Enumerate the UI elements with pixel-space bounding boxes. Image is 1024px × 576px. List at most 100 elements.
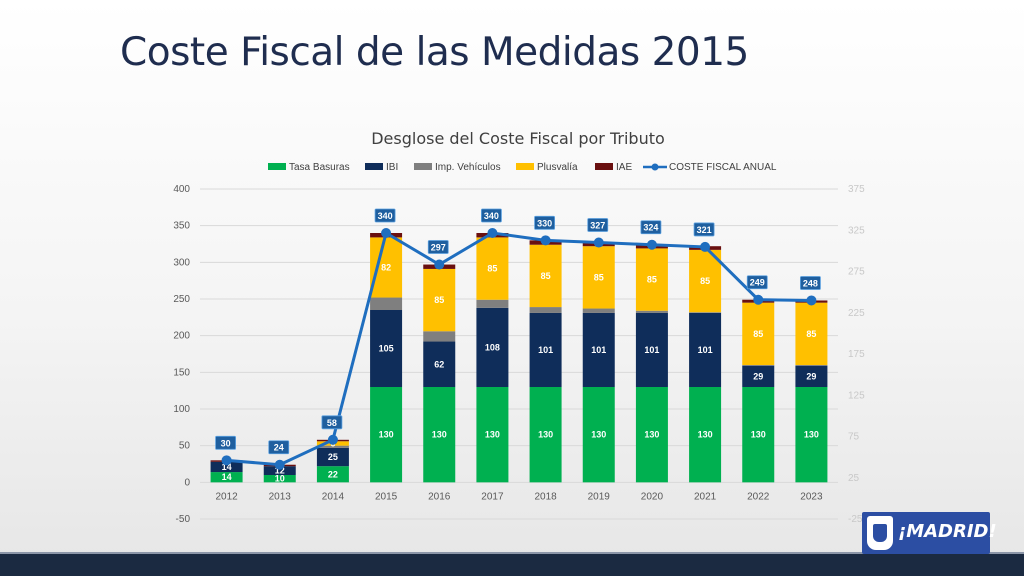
bar-segment bbox=[742, 365, 775, 366]
total-label-box bbox=[587, 218, 609, 232]
madrid-logo: ¡MADRID! bbox=[862, 512, 997, 554]
x-tick-label: 2015 bbox=[375, 491, 398, 502]
bar-segment bbox=[742, 387, 775, 483]
bar-value-label: 130 bbox=[591, 430, 606, 440]
total-point bbox=[434, 259, 445, 270]
bar-value-label: 10 bbox=[275, 474, 285, 484]
legend-swatch bbox=[365, 163, 383, 170]
y-tick-label: -50 bbox=[176, 514, 191, 525]
bar-segment bbox=[582, 246, 615, 309]
x-tick-label: 2013 bbox=[269, 491, 292, 502]
total-label-box bbox=[640, 220, 662, 235]
bar-value-label: 101 bbox=[538, 345, 553, 355]
bar-segment bbox=[370, 237, 403, 298]
gridlines bbox=[200, 188, 838, 520]
total-value-label: 248 bbox=[803, 278, 818, 288]
total-point bbox=[593, 237, 604, 248]
total-point bbox=[753, 294, 764, 305]
bar-segment bbox=[582, 308, 615, 313]
bar-segment bbox=[370, 297, 403, 310]
y2-tick-label: 325 bbox=[848, 225, 865, 236]
legend-swatch bbox=[516, 163, 534, 170]
bar-segment bbox=[529, 307, 562, 313]
total-value-label: 340 bbox=[484, 211, 499, 221]
y2-tick-label: 225 bbox=[848, 308, 865, 319]
bar-value-label: 85 bbox=[700, 276, 710, 286]
y-axis-right: -25 25 75 125 175 225 275 325 375 bbox=[848, 184, 865, 525]
total-value-label: 30 bbox=[221, 438, 231, 448]
bar-segment bbox=[316, 445, 349, 448]
bar-segment bbox=[263, 466, 296, 475]
footer-bar bbox=[0, 554, 1024, 576]
total-point bbox=[806, 295, 817, 306]
chart-title: Desglose del Coste Fiscal por Tributo bbox=[371, 129, 665, 148]
footer-stripe bbox=[0, 552, 1024, 554]
bar-segment bbox=[689, 249, 722, 313]
y2-tick-label: 25 bbox=[848, 473, 860, 484]
bar-segment bbox=[529, 387, 562, 483]
logo-text: ¡MADRID! bbox=[898, 521, 997, 542]
coste-fiscal-line: 30 24 58 340 297 340 330 327 324 321 249 248 bbox=[215, 208, 821, 470]
total-label-box bbox=[215, 435, 236, 450]
total-value-label: 340 bbox=[378, 211, 393, 221]
bar-segment bbox=[370, 387, 403, 483]
bar-segment bbox=[370, 310, 403, 387]
total-line bbox=[226, 230, 812, 467]
y-tick-label: 50 bbox=[179, 441, 191, 452]
legend-label: COSTE FISCAL ANUAL bbox=[669, 162, 777, 173]
legend-label: Tasa Basuras bbox=[289, 162, 350, 173]
y-tick-label: 250 bbox=[173, 294, 190, 305]
y-tick-label: 0 bbox=[184, 477, 190, 488]
bar-segment bbox=[476, 387, 509, 483]
bar-segment bbox=[689, 312, 722, 387]
total-point bbox=[540, 235, 551, 246]
bar-value-label: 130 bbox=[644, 430, 659, 440]
total-label-box bbox=[481, 208, 502, 223]
bar-value-label: 101 bbox=[644, 345, 659, 355]
bar-value-label: 130 bbox=[432, 430, 447, 440]
x-tick-label: 2019 bbox=[588, 491, 611, 502]
bar-segment bbox=[476, 237, 509, 300]
x-tick-label: 2012 bbox=[215, 491, 238, 502]
bar-value-label: 130 bbox=[698, 430, 713, 440]
bar-value-label: 130 bbox=[485, 430, 500, 440]
total-value-label: 249 bbox=[750, 278, 765, 288]
legend-swatch bbox=[595, 163, 613, 170]
x-tick-label: 2014 bbox=[322, 491, 345, 502]
bar-value-label: 85 bbox=[434, 295, 444, 305]
total-value-label: 24 bbox=[274, 443, 284, 453]
bar-value-label: 130 bbox=[538, 430, 553, 440]
bar-segment bbox=[476, 307, 509, 387]
y-tick-label: 400 bbox=[173, 184, 190, 195]
bar-segment bbox=[742, 302, 775, 365]
y-axis-left: -50 0 50 100 150 200 250 300 350 400 bbox=[173, 184, 190, 525]
bar-value-label: 130 bbox=[804, 430, 819, 440]
total-point bbox=[700, 241, 711, 252]
bar-segment bbox=[529, 312, 562, 387]
x-tick-label: 2017 bbox=[481, 491, 504, 502]
bar-segment bbox=[795, 365, 828, 387]
x-tick-label: 2018 bbox=[534, 491, 557, 502]
total-point bbox=[274, 459, 285, 470]
total-label-box bbox=[427, 240, 449, 254]
total-point bbox=[487, 228, 498, 238]
stacked-bar-line-chart: Desglose del Coste Fiscal por Tributo -5… bbox=[173, 129, 865, 525]
bar-segment bbox=[689, 387, 722, 483]
total-value-label: 327 bbox=[590, 221, 605, 231]
legend-label: IAE bbox=[616, 162, 632, 173]
y-tick-label: 150 bbox=[173, 367, 190, 378]
total-point bbox=[327, 434, 338, 445]
legend-label: IBI bbox=[386, 162, 398, 173]
bar-segment bbox=[423, 341, 456, 387]
x-tick-label: 2021 bbox=[694, 491, 717, 502]
x-tick-label: 2020 bbox=[641, 491, 664, 502]
total-value-label: 58 bbox=[327, 418, 337, 428]
total-point bbox=[221, 455, 232, 466]
bar-value-label: 130 bbox=[751, 430, 766, 440]
total-value-label: 330 bbox=[537, 218, 552, 228]
bar-segment bbox=[529, 244, 562, 308]
bar-segment bbox=[210, 472, 243, 483]
legend-line-marker bbox=[651, 163, 659, 171]
bar-segment bbox=[423, 387, 456, 483]
bar-segment bbox=[795, 302, 828, 365]
